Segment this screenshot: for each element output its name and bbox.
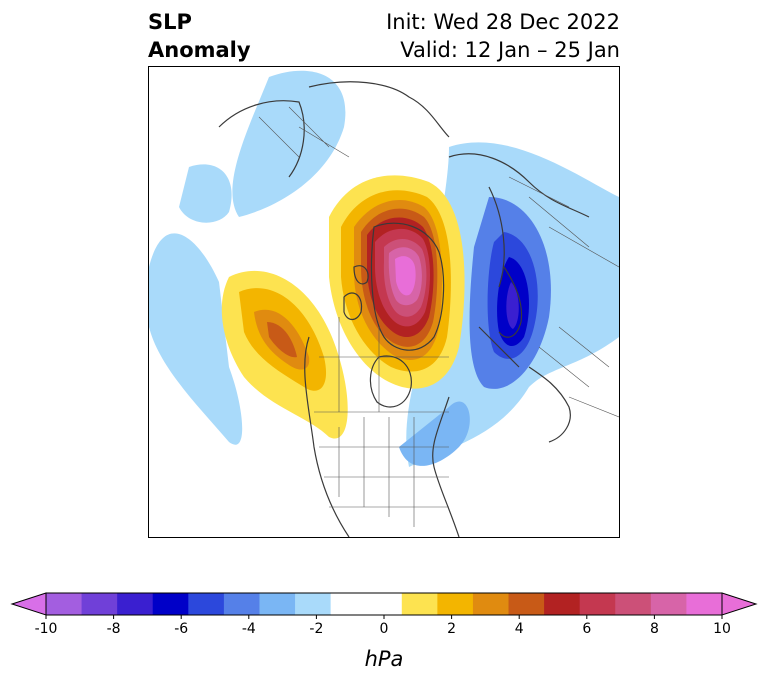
colorbar-tick-label: 8: [650, 621, 659, 635]
negative-anomaly-north-pacific: [179, 164, 232, 223]
colorbar-extend-low: [10, 592, 47, 616]
colorbar-bin: [472, 593, 510, 615]
colorbar-bin: [117, 593, 154, 615]
negative-anomaly-atlantic-west: [149, 233, 243, 445]
coast-europe: [528, 366, 571, 443]
coast-greenland: [370, 222, 445, 351]
colorbar-ticks: -10 -8 -6 -4 -2 0 2 4 6 8 10: [35, 615, 731, 635]
colorbar-bin: [401, 593, 438, 615]
negative-anomaly-center: [506, 282, 519, 329]
colorbar-tick-label: 2: [447, 621, 456, 635]
plot-subtitle: Init: Wed 28 Dec 2022 Valid: 12 Jan – 25…: [386, 8, 620, 64]
border-asia: [258, 106, 350, 158]
colorbar-bins: [10, 592, 758, 616]
colorbar-bin: [295, 593, 332, 615]
border-russia: [508, 176, 619, 268]
coast-north-america-west: [304, 336, 350, 537]
colorbar-bin: [650, 593, 687, 615]
colorbar-bin: [686, 593, 723, 615]
colorbar-tick-label: 4: [515, 621, 524, 635]
slp-anomaly-map: [148, 66, 620, 538]
colorbar-tick-label: -4: [242, 621, 256, 635]
colorbar-bin: [223, 593, 260, 615]
border-europe-1: [538, 326, 619, 418]
map-canvas: [149, 70, 619, 537]
negative-anomaly-atlantic: [399, 401, 470, 466]
init-date: Init: Wed 28 Dec 2022: [386, 10, 620, 34]
colorbar-bin: [615, 593, 652, 615]
coastlines: [218, 81, 590, 537]
colorbar-bin: [152, 593, 189, 615]
colorbar-bin: [508, 593, 545, 615]
valid-range: Valid: 12 Jan – 25 Jan: [400, 38, 620, 62]
coast-asia-northeast: [308, 81, 450, 138]
colorbar-unit-label: hPa: [364, 647, 404, 671]
colorbar-bin: [259, 593, 296, 615]
colorbar-tick-label: -8: [107, 621, 121, 635]
colorbar-tick-label: 6: [582, 621, 591, 635]
colorbar-extend-high: [721, 592, 758, 616]
title-line-1: SLP: [148, 10, 192, 34]
coast-alaska: [218, 100, 305, 178]
colorbar-bin: [366, 593, 403, 615]
border-us-states-2: [319, 446, 449, 508]
border-us-states-1: [338, 417, 415, 527]
negative-anomaly-northwest: [232, 70, 346, 217]
positive-anomaly-pacific-core: [267, 322, 297, 358]
coast-north-america-east: [432, 396, 460, 537]
colorbar-tick-label: -10: [35, 621, 58, 635]
coast-eurasia: [448, 153, 590, 368]
colorbar-tick-label: -6: [174, 621, 188, 635]
colorbar-bin: [330, 593, 367, 615]
colorbar-bin: [437, 593, 474, 615]
coast-scandinavia: [498, 266, 523, 338]
colorbar-tick-label: -2: [309, 621, 323, 635]
colorbar-tick-label: 10: [713, 621, 731, 635]
colorbar-tick-label: 0: [380, 621, 389, 635]
plot-title: SLP Anomaly: [148, 8, 251, 64]
coast-hudson-bay: [369, 355, 412, 408]
colorbar-bin: [46, 593, 83, 615]
colorbar: -10 -8 -6 -4 -2 0 2 4 6 8 10: [10, 592, 758, 635]
anomaly-fill: [149, 70, 619, 468]
colorbar-bin: [81, 593, 118, 615]
country-borders: [258, 106, 619, 527]
colorbar-bin: [188, 593, 225, 615]
colorbar-bin: [544, 593, 581, 615]
positive-anomaly-arctic-core: [395, 256, 416, 296]
border-canada-provinces: [319, 317, 449, 412]
title-line-2: Anomaly: [148, 38, 251, 62]
coast-canadian-archipelago: [343, 265, 369, 321]
colorbar-bin: [579, 593, 616, 615]
